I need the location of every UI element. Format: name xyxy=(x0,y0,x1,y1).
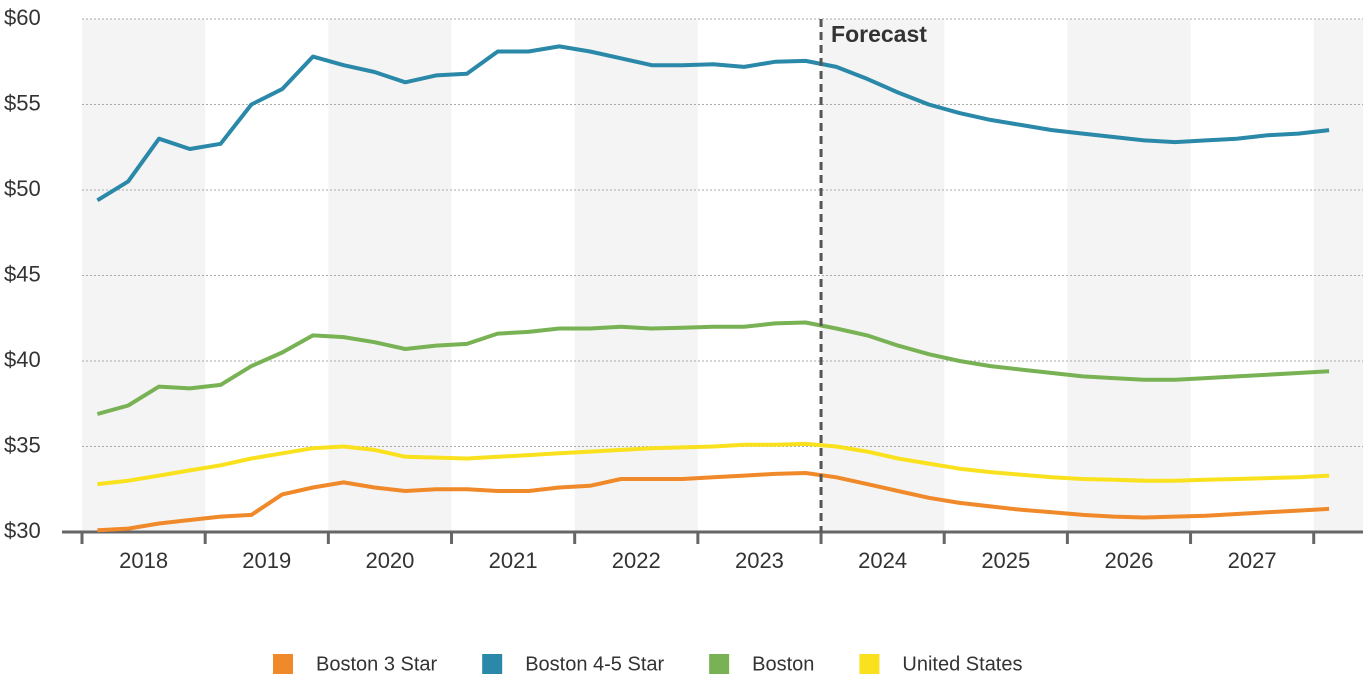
legend-label: United States xyxy=(902,653,1022,675)
legend: Boston 3 Star Boston 4-5 Star Boston United… xyxy=(273,653,1023,675)
x-tick-label: 2020 xyxy=(365,548,414,573)
legend-label: Boston xyxy=(752,653,814,675)
x-tick-label: 2018 xyxy=(119,548,168,573)
x-tick-label: 2025 xyxy=(981,548,1030,573)
x-tick-label: 2022 xyxy=(612,548,661,573)
legend-swatch xyxy=(859,654,880,674)
y-tick-label: $60 xyxy=(4,5,41,30)
year-band xyxy=(1067,19,1191,532)
legend-swatch xyxy=(482,654,503,674)
x-tick-label: 2023 xyxy=(735,548,784,573)
x-tick-label: 2021 xyxy=(489,548,538,573)
series-line xyxy=(96,44,1330,203)
y-tick-label: $45 xyxy=(4,261,41,286)
forecast-label: Forecast xyxy=(831,21,927,47)
x-tick-label: 2019 xyxy=(242,548,291,573)
legend-label: Boston 4-5 Star xyxy=(525,653,664,675)
legend-swatch xyxy=(709,654,730,674)
x-tick-label: 2026 xyxy=(1104,548,1153,573)
x-tick-label: 2027 xyxy=(1228,548,1277,573)
y-tick-label: $30 xyxy=(4,518,41,543)
series-line xyxy=(97,471,1330,533)
series-line xyxy=(96,320,1330,416)
y-tick-label: $50 xyxy=(4,176,41,201)
y-tick-label: $35 xyxy=(4,432,41,457)
legend-swatch xyxy=(273,654,293,674)
legend-label: Boston 3 Star xyxy=(316,653,438,675)
y-tick-label: $40 xyxy=(4,347,41,372)
series-line xyxy=(97,441,1330,487)
y-tick-label: $55 xyxy=(4,90,41,115)
x-tick-label: 2024 xyxy=(858,548,907,573)
